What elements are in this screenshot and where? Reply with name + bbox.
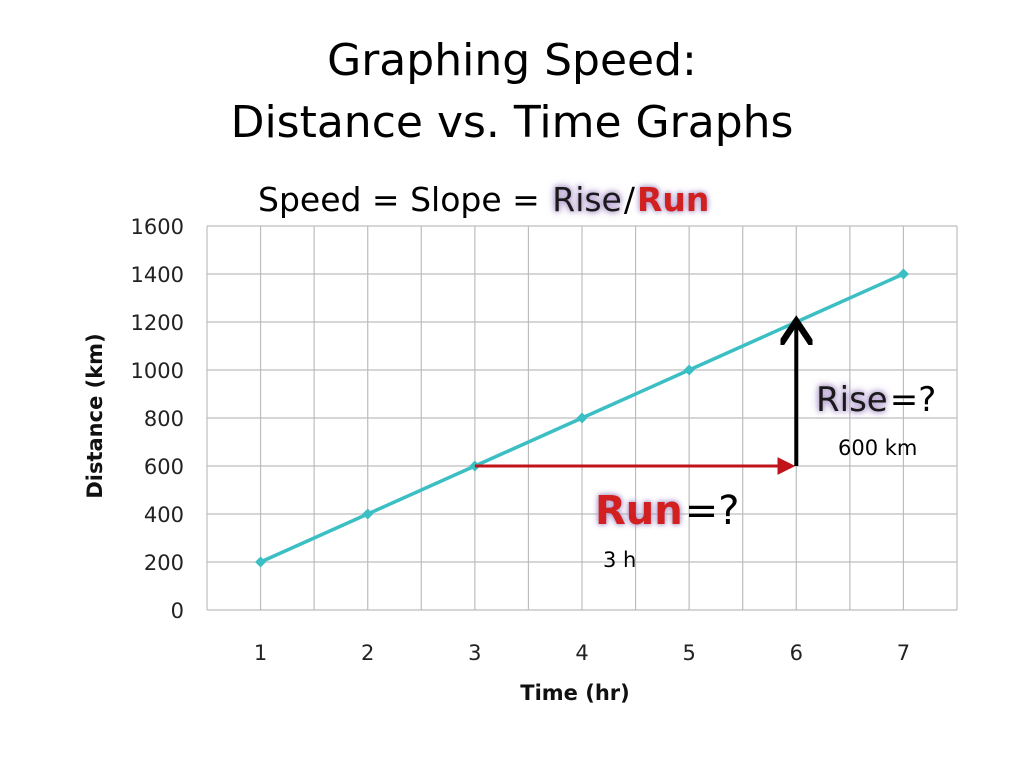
rise-answer: 600 km: [838, 436, 918, 460]
y-tick-label: 400: [144, 503, 184, 527]
data-point: [255, 556, 267, 568]
rise-label: Rise=?: [814, 380, 936, 420]
rise-word: Rise: [816, 380, 888, 420]
data-point: [576, 412, 588, 424]
x-tick-label: 3: [468, 641, 481, 665]
x-tick-label: 1: [254, 641, 267, 665]
formula-rise: Rise: [552, 180, 622, 219]
x-axis-title: Time (hr): [520, 681, 629, 705]
chart-ticks: 0 200 400 600 800 1000 1200 1400 1600 1 2 3 4 5 6 7: [131, 215, 911, 665]
x-tick-label: 6: [790, 641, 803, 665]
formula-slash: /: [623, 180, 635, 219]
y-tick-label: 200: [144, 551, 184, 575]
y-tick-label: 1400: [131, 263, 184, 287]
y-tick-label: 0: [171, 599, 184, 623]
x-tick-label: 4: [575, 641, 588, 665]
data-point: [897, 268, 909, 280]
run-question: =?: [684, 488, 740, 534]
run-answer: 3 h: [603, 548, 637, 572]
run-label: Run=?: [593, 488, 740, 534]
y-tick-label: 800: [144, 407, 184, 431]
data-point: [683, 364, 695, 376]
formula-run: Run: [636, 180, 710, 219]
rise-question: =?: [889, 380, 937, 420]
y-tick-label: 1000: [131, 359, 184, 383]
y-tick-label: 1600: [131, 215, 184, 239]
speed-formula: Speed = Slope = Rise/Run: [258, 180, 711, 219]
y-tick-label: 1200: [131, 311, 184, 335]
data-point: [362, 508, 374, 520]
slope-arrows: [474, 325, 796, 475]
x-tick-label: 7: [897, 641, 910, 665]
y-tick-label: 600: [144, 455, 184, 479]
title-line-1: Graphing Speed:: [327, 35, 697, 86]
title-line-2: Distance vs. Time Graphs: [230, 97, 794, 148]
x-tick-label: 5: [682, 641, 695, 665]
slide-title: Graphing Speed: Distance vs. Time Graphs: [0, 30, 1024, 154]
x-tick-label: 2: [361, 641, 374, 665]
run-word: Run: [595, 488, 683, 534]
formula-prefix: Speed = Slope =: [258, 180, 551, 219]
y-axis-title: Distance (km): [83, 333, 107, 498]
chart-grid: [206, 225, 958, 611]
